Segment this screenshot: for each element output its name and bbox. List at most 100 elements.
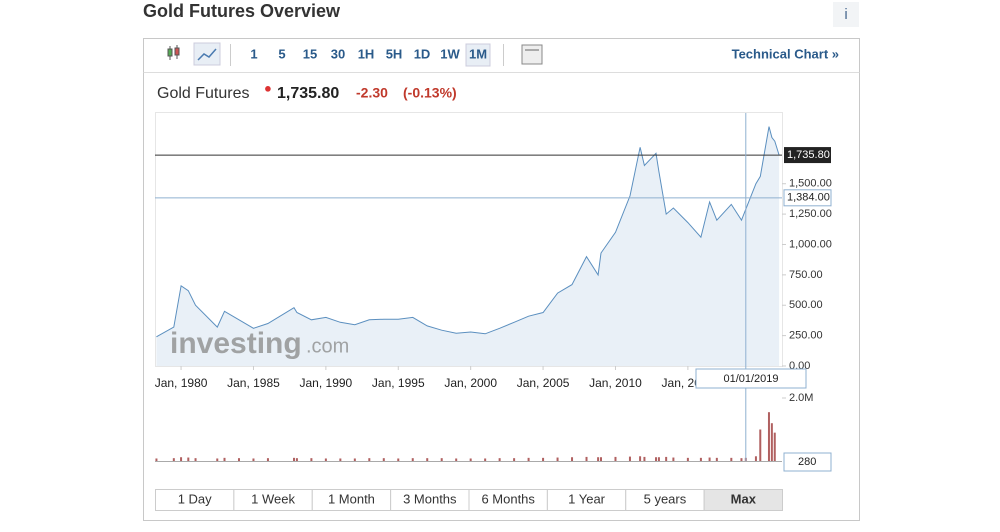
- settings-icon[interactable]: [522, 45, 542, 64]
- volume-bar: [600, 457, 602, 461]
- quote-price: 1,735.80: [277, 85, 339, 102]
- volume-bar: [655, 457, 657, 461]
- volume-bar: [310, 458, 312, 461]
- volume-bar: [643, 457, 645, 461]
- volume-bar: [368, 458, 370, 461]
- volume-bar: [195, 458, 197, 461]
- range-button[interactable]: 1 Year: [568, 491, 606, 506]
- range-button[interactable]: 1 Day: [178, 491, 212, 506]
- interval-button[interactable]: 1: [250, 46, 257, 61]
- y-tick-label: 500.00: [789, 299, 823, 311]
- x-tick-label: Jan, 1995: [372, 376, 425, 390]
- current-price-label: 1,735.80: [787, 149, 830, 161]
- volume-bar: [180, 457, 182, 461]
- volume-bar: [528, 458, 530, 461]
- volume-bar: [614, 457, 616, 461]
- interval-button[interactable]: 30: [331, 46, 345, 61]
- volume-bar: [470, 458, 472, 461]
- volume-bar: [499, 458, 501, 461]
- volume-bar: [296, 458, 298, 461]
- volume-bar: [267, 458, 269, 461]
- volume-bar: [383, 458, 385, 461]
- volume-bar: [771, 423, 773, 461]
- x-tick-label: Jan, 1980: [155, 376, 208, 390]
- range-button[interactable]: Max: [731, 491, 757, 506]
- y-tick-label: 1,500.00: [789, 178, 832, 190]
- volume-bar: [716, 458, 718, 461]
- volume-bar: [397, 458, 399, 461]
- volume-bar: [187, 458, 189, 461]
- crosshair-x-label: 01/01/2019: [723, 373, 778, 385]
- volume-bar: [586, 457, 588, 461]
- crosshair-y-label: 1,384.00: [787, 192, 830, 204]
- interval-button[interactable]: 1D: [414, 46, 431, 61]
- volume-bar: [354, 458, 356, 461]
- y-tick-label: 750.00: [789, 269, 823, 281]
- volume-bar: [740, 458, 742, 461]
- interval-button[interactable]: 5: [278, 46, 285, 61]
- quote-change-pct: (-0.13%): [403, 85, 457, 101]
- quote-name: Gold Futures: [157, 85, 249, 102]
- volume-bar: [252, 458, 254, 461]
- quote-change: -2.30: [356, 85, 388, 101]
- volume-bar: [730, 458, 732, 461]
- y-tick-label: 250.00: [789, 330, 823, 342]
- x-tick-label: Jan, 2005: [517, 376, 570, 390]
- volume-bar: [571, 457, 573, 461]
- volume-bar: [325, 458, 327, 461]
- volume-bar: [484, 458, 486, 461]
- volume-bar: [339, 458, 341, 461]
- x-tick-label: Jan, 2000: [444, 376, 497, 390]
- volume-bar: [700, 458, 702, 461]
- x-tick-label: Jan, 1985: [227, 376, 280, 390]
- volume-bar: [412, 458, 414, 461]
- volume-bar: [658, 457, 660, 461]
- volume-bar: [293, 458, 295, 461]
- interval-button[interactable]: 1H: [358, 46, 375, 61]
- volume-bar: [597, 457, 599, 461]
- x-tick-label: Jan, 2010: [589, 376, 642, 390]
- volume-bar: [173, 458, 175, 461]
- interval-button[interactable]: 1W: [440, 46, 460, 61]
- x-tick-label: Jan, 1990: [300, 376, 353, 390]
- volume-tick-label: 2.0M: [789, 392, 813, 404]
- volume-bar: [238, 458, 240, 461]
- volume-bar: [513, 458, 515, 461]
- page-title: Gold Futures Overview: [143, 1, 341, 21]
- volume-bar: [542, 458, 544, 461]
- volume-bar: [441, 458, 443, 461]
- volume-bar: [759, 430, 761, 462]
- volume-bar: [455, 458, 457, 461]
- volume-bar: [224, 458, 226, 461]
- volume-bar: [216, 458, 218, 461]
- interval-button[interactable]: 15: [303, 46, 317, 61]
- volume-bar: [155, 458, 157, 461]
- range-button[interactable]: 1 Month: [328, 491, 375, 506]
- line-icon-box[interactable]: [194, 43, 220, 65]
- current-volume-label: 280: [798, 456, 816, 468]
- volume-bar: [774, 433, 776, 461]
- volume-bar: [629, 457, 631, 461]
- volume-bar: [672, 458, 674, 461]
- interval-button[interactable]: 1M: [469, 46, 487, 61]
- volume-bar: [687, 458, 689, 461]
- range-button[interactable]: 5 years: [644, 491, 687, 506]
- range-button[interactable]: 1 Week: [251, 491, 295, 506]
- info-icon[interactable]: i: [844, 6, 847, 23]
- volume-bar: [768, 412, 770, 461]
- y-tick-label: 1,250.00: [789, 208, 832, 220]
- volume-bar: [709, 458, 711, 461]
- quote-flag: ●: [264, 80, 272, 95]
- technical-chart-link[interactable]: Technical Chart »: [732, 46, 839, 61]
- volume-bar: [665, 457, 667, 461]
- watermark-brand: investing: [170, 327, 302, 360]
- range-button[interactable]: 3 Months: [403, 491, 457, 506]
- interval-button[interactable]: 5H: [386, 46, 403, 61]
- volume-bar: [639, 456, 641, 461]
- watermark-suffix: .com: [306, 335, 349, 357]
- range-button[interactable]: 6 Months: [481, 491, 535, 506]
- volume-bar: [755, 456, 757, 461]
- volume-bar: [426, 458, 428, 461]
